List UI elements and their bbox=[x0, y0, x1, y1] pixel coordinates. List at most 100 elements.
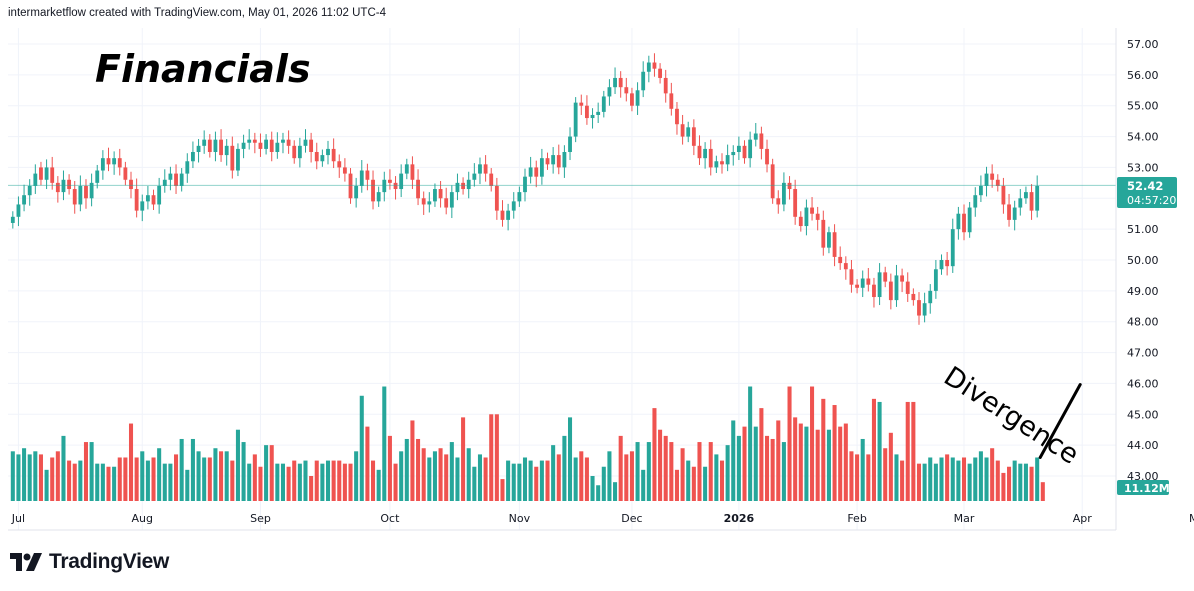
volume-bar bbox=[168, 463, 173, 501]
candle-body bbox=[337, 161, 342, 168]
candle-body bbox=[900, 275, 905, 282]
candle-body bbox=[1035, 185, 1040, 211]
volume-bar bbox=[607, 451, 612, 501]
volume-bar bbox=[815, 429, 820, 501]
candle-body bbox=[472, 173, 477, 180]
volume-bar bbox=[838, 426, 843, 501]
candle-body bbox=[601, 96, 606, 112]
volume-bar bbox=[866, 454, 871, 501]
current-price-label: 52.42 bbox=[1127, 179, 1163, 193]
candle-body bbox=[314, 152, 319, 162]
volume-bar bbox=[292, 460, 297, 501]
candle-body bbox=[382, 179, 387, 193]
candle-body bbox=[494, 185, 499, 211]
volume-bar bbox=[83, 442, 89, 501]
volume-bar bbox=[888, 432, 893, 501]
volume-bar bbox=[900, 460, 905, 501]
candle-body bbox=[449, 192, 454, 208]
candle-body bbox=[292, 145, 297, 159]
volume-bar bbox=[128, 423, 134, 501]
volume-bar bbox=[629, 451, 634, 501]
candle-body bbox=[618, 77, 623, 88]
volume-bar bbox=[618, 435, 623, 501]
volume-bar bbox=[556, 454, 561, 501]
time-tick-label: Sep bbox=[250, 512, 271, 525]
candle-body bbox=[720, 161, 724, 165]
volume-bar bbox=[461, 417, 466, 501]
volume-bar bbox=[764, 435, 770, 501]
volume-bar bbox=[849, 451, 854, 501]
current-price-badge: 52.42 04:57:20 bbox=[1117, 177, 1177, 208]
time-tick-label: Mar bbox=[954, 512, 975, 525]
price-tick-label: 54.00 bbox=[1127, 131, 1159, 144]
candle-body bbox=[506, 210, 511, 220]
volume-bar bbox=[905, 401, 910, 501]
volume-bar bbox=[770, 438, 775, 501]
candle-body bbox=[562, 152, 567, 168]
candle-body bbox=[675, 108, 679, 125]
volume-bar bbox=[517, 463, 522, 501]
volume-bar bbox=[117, 457, 122, 501]
time-tick-label: Aug bbox=[132, 512, 153, 525]
volume-bar bbox=[112, 466, 117, 501]
chart-title: Financials bbox=[95, 47, 311, 91]
candle-body bbox=[50, 167, 55, 183]
volume-bar bbox=[444, 454, 449, 501]
candle-body bbox=[770, 164, 775, 199]
candle-body bbox=[759, 133, 764, 149]
candle-body bbox=[539, 158, 544, 177]
candle-body bbox=[680, 124, 685, 137]
tradingview-logo-icon bbox=[10, 553, 42, 571]
candle-body bbox=[630, 93, 634, 106]
volume-bar bbox=[928, 457, 933, 501]
candle-body bbox=[179, 173, 184, 186]
volume-bar bbox=[337, 460, 342, 501]
price-tick-label: 48.00 bbox=[1127, 316, 1159, 329]
candle-body bbox=[573, 102, 578, 137]
volume-bar bbox=[27, 454, 32, 501]
countdown-label: 04:57:20 bbox=[1127, 194, 1176, 207]
volume-bar bbox=[72, 463, 77, 501]
volume-bar bbox=[1023, 463, 1028, 501]
volume-bar bbox=[995, 460, 1000, 501]
candle-body bbox=[320, 155, 325, 162]
candle-body bbox=[551, 155, 556, 165]
volume-bar bbox=[100, 463, 105, 501]
volume-bar bbox=[748, 386, 753, 501]
volume-bar bbox=[190, 438, 195, 501]
candle-body bbox=[466, 179, 471, 190]
volume-bar bbox=[787, 386, 792, 501]
candle-body bbox=[230, 145, 235, 171]
price-tick-label: 53.00 bbox=[1127, 161, 1159, 174]
candle-body bbox=[1024, 192, 1028, 199]
candle-body bbox=[697, 145, 702, 159]
candle-body bbox=[596, 111, 601, 115]
volume-bar bbox=[551, 445, 556, 501]
volume-bar bbox=[821, 398, 826, 501]
candle-body bbox=[100, 158, 105, 171]
candle-body bbox=[342, 167, 347, 174]
chart-credit: intermarketflow created with TradingView… bbox=[8, 7, 386, 19]
volume-bar bbox=[1018, 463, 1023, 501]
price-tick-label: 51.00 bbox=[1127, 223, 1159, 236]
volume-bar bbox=[61, 435, 66, 501]
volume-bar bbox=[680, 448, 685, 501]
candle-body bbox=[703, 148, 708, 159]
volume-bar bbox=[568, 417, 573, 501]
candle-body bbox=[967, 207, 972, 233]
candle-body bbox=[815, 213, 820, 220]
volume-bar bbox=[511, 463, 516, 501]
volume-bar bbox=[984, 457, 989, 501]
candle-body bbox=[168, 173, 173, 180]
volume-bar bbox=[978, 451, 983, 501]
candle-body bbox=[185, 161, 190, 174]
candle-body bbox=[843, 263, 848, 270]
price-tick-label: 55.00 bbox=[1127, 100, 1159, 113]
volume-bar bbox=[933, 463, 938, 501]
candle-body bbox=[568, 136, 572, 152]
candle-body bbox=[714, 161, 719, 168]
volume-bar bbox=[489, 414, 494, 501]
candle-body bbox=[252, 139, 257, 143]
volume-bar bbox=[342, 463, 347, 501]
